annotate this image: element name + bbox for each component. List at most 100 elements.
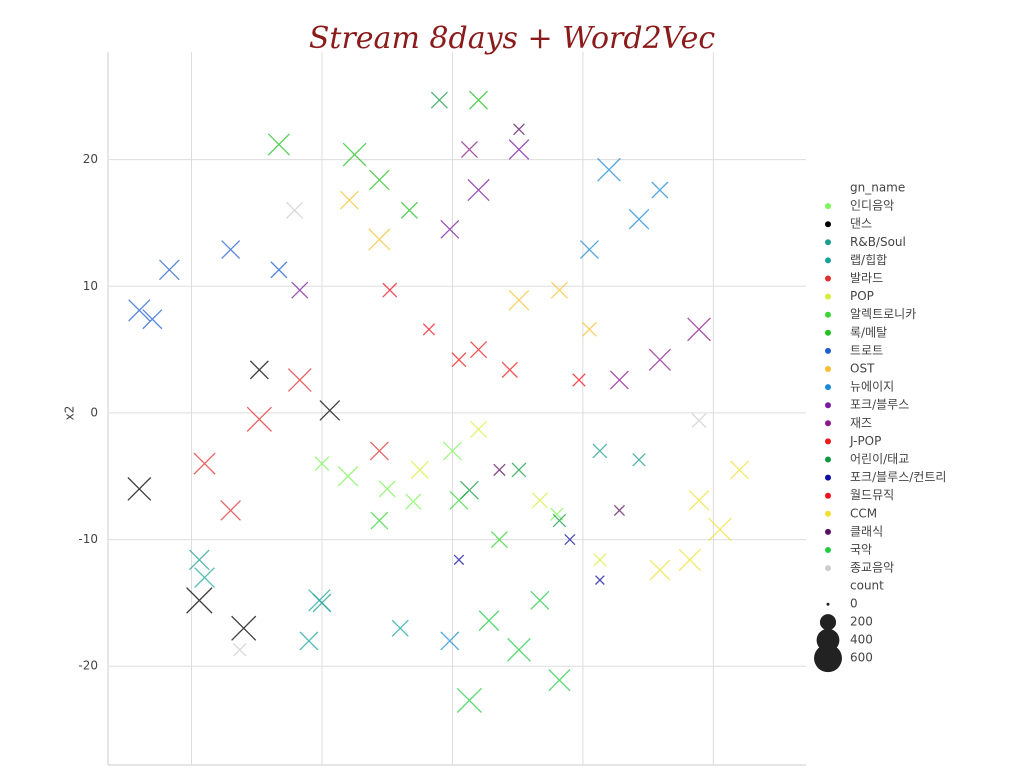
point — [291, 281, 309, 299]
point — [188, 549, 210, 571]
legend-title: gn_name — [850, 181, 905, 195]
point — [493, 463, 506, 477]
point — [221, 240, 241, 260]
point — [453, 554, 465, 566]
point — [581, 321, 597, 337]
point — [613, 504, 625, 517]
point — [233, 643, 247, 657]
legend-label: 클래식 — [850, 524, 883, 538]
legend-label: R&B/Soul — [850, 235, 906, 249]
point — [478, 610, 500, 631]
size-legend-label: 200 — [850, 615, 873, 629]
point — [632, 453, 646, 467]
point — [729, 460, 749, 480]
point — [648, 348, 671, 371]
legend-label: OST — [850, 362, 875, 376]
point — [127, 477, 152, 501]
y-tick-label: -20 — [78, 659, 98, 673]
point — [592, 443, 608, 459]
legend-label: 랩/힙합 — [850, 253, 887, 267]
point — [593, 553, 607, 567]
point — [128, 299, 151, 322]
point — [470, 420, 488, 438]
point — [548, 669, 571, 692]
point — [490, 531, 508, 549]
legend-label: 국악 — [850, 543, 872, 557]
legend-marker — [825, 347, 831, 354]
point — [579, 240, 599, 260]
legend-marker — [825, 402, 831, 409]
legend-marker — [825, 293, 831, 300]
point — [451, 352, 467, 368]
size-legend-label: 400 — [850, 633, 873, 647]
point — [687, 317, 711, 342]
legend-marker — [825, 528, 831, 535]
point — [220, 500, 241, 521]
point — [469, 90, 488, 110]
point — [440, 219, 460, 239]
legend-label: CCM — [850, 506, 877, 520]
point — [688, 489, 710, 511]
point — [267, 133, 291, 156]
point — [511, 462, 527, 478]
legend-marker — [825, 510, 831, 517]
point — [193, 452, 216, 475]
y-tick-label: 20 — [83, 152, 98, 166]
point — [368, 228, 391, 251]
legend-label: 알렉트로니카 — [850, 307, 916, 321]
point — [287, 368, 312, 392]
point — [308, 589, 331, 612]
legend-marker — [825, 547, 831, 553]
y-tick-label: 0 — [90, 405, 98, 419]
point — [459, 480, 479, 500]
point — [369, 169, 390, 191]
point — [691, 413, 707, 428]
legend-marker — [825, 329, 831, 336]
point — [442, 441, 462, 461]
legend-label: 포크/블루스/컨트리 — [850, 470, 946, 484]
legend-marker — [825, 384, 831, 391]
legend-marker — [825, 492, 831, 499]
legend-label: 록/메탈 — [850, 325, 887, 339]
point — [186, 587, 213, 614]
point — [246, 406, 272, 432]
legend-label: 월드뮤직 — [850, 488, 894, 502]
point — [507, 637, 531, 662]
legend-marker — [825, 438, 831, 445]
legend-label: 댄스 — [850, 217, 872, 231]
point — [649, 559, 671, 581]
point — [530, 590, 550, 610]
point — [422, 323, 436, 336]
point — [270, 261, 288, 279]
point — [564, 534, 576, 546]
legend-label: 종교음악 — [850, 561, 894, 575]
legend-marker — [825, 275, 831, 282]
point — [513, 123, 525, 136]
legend-marker — [825, 565, 831, 572]
legend-marker — [825, 203, 831, 210]
legend-marker — [825, 257, 831, 264]
legend-marker — [825, 474, 831, 481]
y-axis-label: x2 — [63, 406, 77, 421]
point — [410, 461, 429, 479]
legend-label: 발라드 — [850, 271, 883, 285]
point — [531, 492, 548, 509]
size-legend-label: 0 — [850, 597, 858, 611]
point — [337, 465, 359, 487]
point — [391, 619, 409, 637]
chart-title: Stream 8days + Word2Vec — [309, 21, 715, 56]
point — [158, 259, 180, 281]
point — [552, 513, 567, 528]
point — [319, 400, 341, 421]
legend-marker — [825, 366, 831, 372]
point — [194, 567, 215, 588]
y-tick-label: 10 — [83, 279, 98, 293]
point — [382, 282, 398, 298]
legend-label: 포크/블루스 — [850, 398, 909, 412]
point — [708, 517, 732, 542]
size-legend-title: count — [850, 579, 884, 593]
point — [299, 631, 319, 651]
point — [508, 289, 530, 311]
point — [460, 140, 478, 159]
legend-marker — [825, 311, 831, 318]
